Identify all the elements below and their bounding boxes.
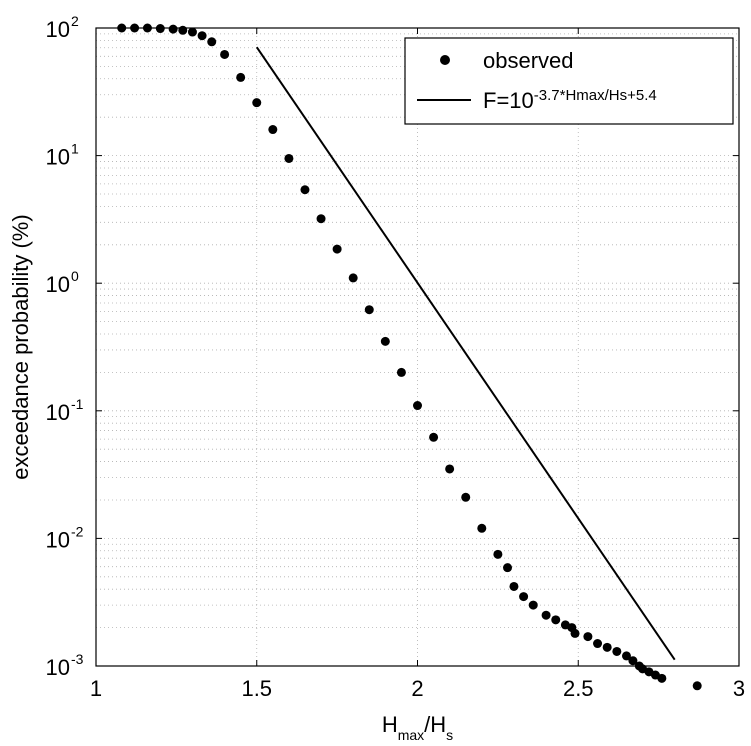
- y-tick-exponent: 0: [71, 268, 79, 284]
- observed-point: [380, 336, 390, 346]
- x-tick-label: 1: [90, 676, 102, 701]
- observed-point: [220, 49, 230, 59]
- x-label-slash: /H: [424, 712, 446, 737]
- y-tick-exponent: 2: [71, 13, 79, 29]
- y-tick-exponent: 1: [71, 141, 79, 157]
- observed-point: [197, 31, 207, 41]
- observed-point: [461, 492, 471, 502]
- observed-point: [117, 23, 127, 33]
- y-tick-exponent: -2: [71, 523, 84, 539]
- observed-point: [692, 681, 702, 691]
- observed-point: [413, 401, 422, 411]
- observed-point: [364, 305, 374, 315]
- y-tick-label: 10: [46, 17, 70, 42]
- observed-point: [207, 37, 217, 47]
- observed-point: [396, 367, 406, 377]
- observed-point: [252, 98, 262, 108]
- legend-fit-exponent: -3.7*Hmax/Hs+5.4: [534, 87, 657, 104]
- observed-point: [628, 656, 638, 666]
- x-tick-labels: 1 1.5 2 2.5 3: [90, 676, 745, 701]
- x-tick-label: 3: [733, 676, 745, 701]
- legend-marker-observed: [440, 55, 450, 65]
- y-tick-label: 10: [46, 400, 70, 425]
- observed-point: [528, 600, 538, 610]
- x-axis-label: Hmax/Hs: [382, 712, 453, 743]
- fit-line: [255, 46, 676, 661]
- y-tick-label: 10: [46, 145, 70, 170]
- legend-box: [404, 37, 734, 125]
- legend: observed F=10-3.7*Hmax/Hs+5.4: [404, 37, 734, 125]
- observed-point: [570, 628, 580, 638]
- tick-marks: [95, 27, 740, 667]
- y-tick-base: 10: [46, 145, 70, 170]
- observed-point: [332, 244, 342, 254]
- observed-point: [348, 273, 358, 283]
- observed-point: [168, 24, 178, 34]
- observed-point: [155, 24, 165, 34]
- observed-point: [268, 125, 278, 135]
- y-axis-label: exceedance probability (%): [8, 214, 33, 479]
- observed-point: [236, 72, 246, 82]
- observed-point: [445, 464, 455, 474]
- observed-point: [519, 592, 529, 602]
- observed-point: [657, 673, 667, 683]
- x-label-sub-max: max: [398, 727, 424, 743]
- x-tick-label: 2: [411, 676, 423, 701]
- observed-point: [178, 25, 188, 35]
- observed-point: [541, 610, 551, 620]
- x-label-main: H: [382, 712, 398, 737]
- x-tick-label: 2.5: [563, 676, 594, 701]
- observed-point: [477, 523, 487, 533]
- y-tick-exponent: -3: [71, 651, 84, 667]
- observed-point: [130, 23, 140, 33]
- y-tick-label: 10: [46, 655, 70, 680]
- observed-point: [300, 185, 310, 195]
- y-tick-label: 10: [46, 527, 70, 552]
- observed-point: [316, 214, 326, 224]
- observed-point: [429, 432, 439, 442]
- y-tick-base: 10: [46, 400, 70, 425]
- x-tick-label: 1.5: [241, 676, 272, 701]
- observed-point: [509, 581, 519, 591]
- observed-point: [284, 153, 294, 163]
- legend-label-observed: observed: [483, 48, 574, 73]
- observed-point: [612, 646, 622, 656]
- y-tick-base: 10: [46, 272, 70, 297]
- observed-point: [503, 563, 513, 573]
- observed-point: [602, 642, 612, 652]
- observed-point: [187, 27, 197, 37]
- x-label-sub-s: s: [446, 727, 453, 743]
- y-tick-exponent: -1: [71, 396, 84, 412]
- observed-point: [621, 651, 631, 661]
- observed-point: [551, 615, 561, 625]
- y-tick-label: 10: [46, 272, 70, 297]
- legend-label-fit: F=10-3.7*Hmax/Hs+5.4: [483, 87, 657, 114]
- observed-point: [583, 632, 593, 642]
- y-tick-base: 10: [46, 655, 70, 680]
- observed-point: [593, 639, 603, 649]
- y-tick-base: 10: [46, 17, 70, 42]
- observed-point: [493, 549, 503, 559]
- legend-fit-prefix: F=10: [483, 88, 534, 113]
- series: [117, 23, 702, 691]
- y-tick-base: 10: [46, 527, 70, 552]
- observed-point: [142, 23, 152, 33]
